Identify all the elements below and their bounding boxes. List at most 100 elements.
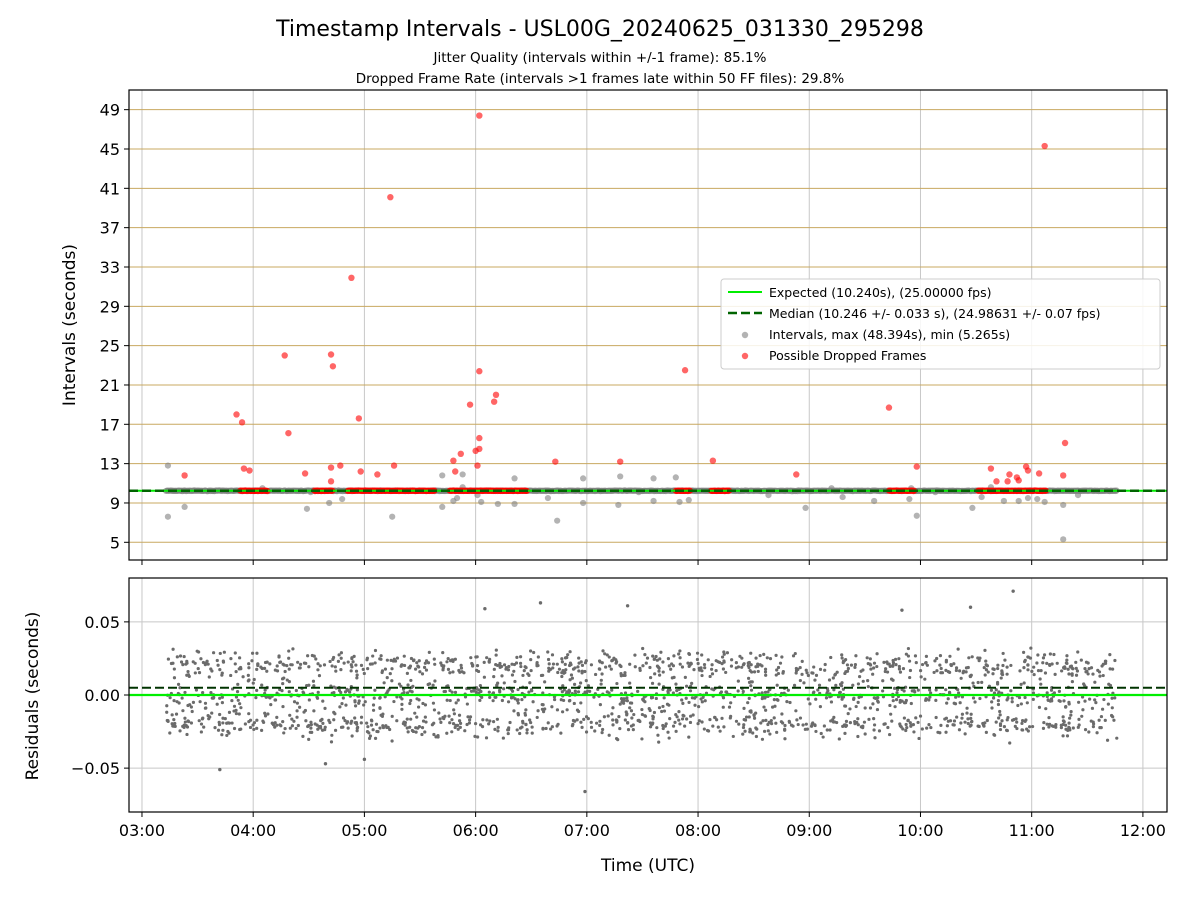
residual-point [795,718,799,722]
residual-point [737,722,741,726]
residual-point [232,726,237,731]
intervals-y-tick-label: 33 [100,258,120,277]
residual-point [241,675,245,679]
residual-point [570,724,574,728]
residual-point [530,731,534,735]
residual-point [998,709,1002,714]
residual-point [287,667,291,671]
residual-point [859,669,863,673]
residual-point [1064,705,1068,709]
residual-point [982,665,986,670]
residual-point [743,718,748,722]
residual-point [334,669,338,673]
residual-point [230,698,234,703]
residual-point [1108,667,1112,671]
residual-point [695,651,700,655]
residual-point [731,734,735,739]
residual-point [1047,725,1051,729]
residual-point [199,657,203,661]
residual-point [250,659,254,663]
interval-outlier-point [580,499,587,507]
residual-point [310,653,314,658]
residual-point [973,700,977,704]
residual-point [572,682,577,686]
residual-point [1031,697,1035,702]
residual-point [678,656,682,660]
residual-point [546,657,551,662]
residual-point [873,736,877,740]
residual-point [432,708,437,712]
residual-point [998,727,1003,732]
residual-point [415,661,419,665]
residual-point [599,678,603,682]
residual-point [888,703,892,708]
residual-point [964,670,968,674]
residual-point [943,717,947,721]
residual-point [670,662,674,666]
residual-point [602,715,606,719]
residual-point [747,680,752,684]
residual-point [598,719,602,723]
residual-point [261,720,266,725]
residual-point [829,700,834,704]
residual-point [638,719,642,724]
residual-point [265,660,269,664]
residual-point [595,721,599,725]
residual-point [754,656,758,660]
residual-point [1066,667,1070,671]
residual-point [819,731,823,736]
residual-point [1047,716,1051,720]
residual-point [600,731,604,735]
residual-point [529,649,533,653]
residual-point [772,698,776,702]
residual-point [512,669,516,673]
residual-point [776,698,780,702]
residual-point [1026,655,1030,659]
residual-point [366,667,370,671]
residual-point [350,734,354,738]
residual-point [1067,721,1071,725]
residual-point [1076,650,1080,654]
residual-point [747,696,751,700]
intervals-y-tick-label: 41 [100,179,120,198]
residual-point [659,650,663,654]
residual-point [1013,724,1017,728]
residual-point [568,650,572,654]
residual-point [178,686,182,690]
residual-point [1083,667,1087,671]
residual-point [251,723,255,727]
residual-point [678,722,682,726]
dropped-frame-point [285,429,292,437]
residual-point [528,718,532,722]
residual-point [566,653,570,657]
residual-point [201,660,206,665]
residual-point [190,709,194,714]
residual-point [746,676,751,680]
residual-point [582,717,586,721]
residual-point [763,667,768,671]
residual-point [187,674,191,678]
residual-point [780,712,784,716]
residual-point [195,649,199,653]
residual-point [1103,718,1107,722]
residual-point [1039,682,1043,686]
residual-point [610,658,615,662]
residual-point [549,727,553,731]
residual-point [796,667,800,672]
residual-point [944,688,948,692]
residual-point [783,723,787,728]
residual-point [978,696,982,701]
interval-outlier-point [554,517,561,524]
legend-dropped-label: Possible Dropped Frames [769,348,926,363]
residual-point [940,671,945,675]
residual-point [176,682,181,686]
residual-point [643,653,647,657]
residual-point [457,719,462,723]
residual-point [734,661,738,665]
residual-point [889,712,893,716]
residual-point [747,665,751,670]
dropped-frame-point [240,465,248,472]
residual-point [166,657,170,661]
residual-point [946,697,950,701]
residual-point [1041,656,1046,660]
